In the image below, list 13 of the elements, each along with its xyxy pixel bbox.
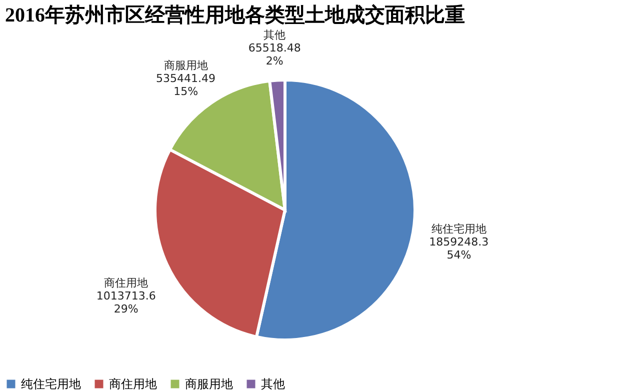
slice-label: 纯住宅用地 [431, 222, 486, 236]
chart-title: 2016年苏州市区经营性用地各类型土地成交面积比重 [5, 3, 465, 26]
data-label: 1859248.3 54% [429, 235, 489, 262]
slice-label: 其他 [264, 28, 286, 42]
data-label: 535441.49 15% [156, 72, 216, 98]
data-label: 65518.48 2% [248, 41, 301, 68]
data-label: 1013713.6 29% [96, 289, 156, 316]
legend-label: 其他 [261, 377, 285, 391]
slice-label: 商服用地 [164, 58, 208, 72]
slice-label: 商住用地 [104, 276, 148, 290]
legend-label: 商住用地 [109, 377, 157, 391]
legend-label: 商服用地 [185, 377, 233, 391]
legend-label: 纯住宅用地 [21, 377, 81, 391]
